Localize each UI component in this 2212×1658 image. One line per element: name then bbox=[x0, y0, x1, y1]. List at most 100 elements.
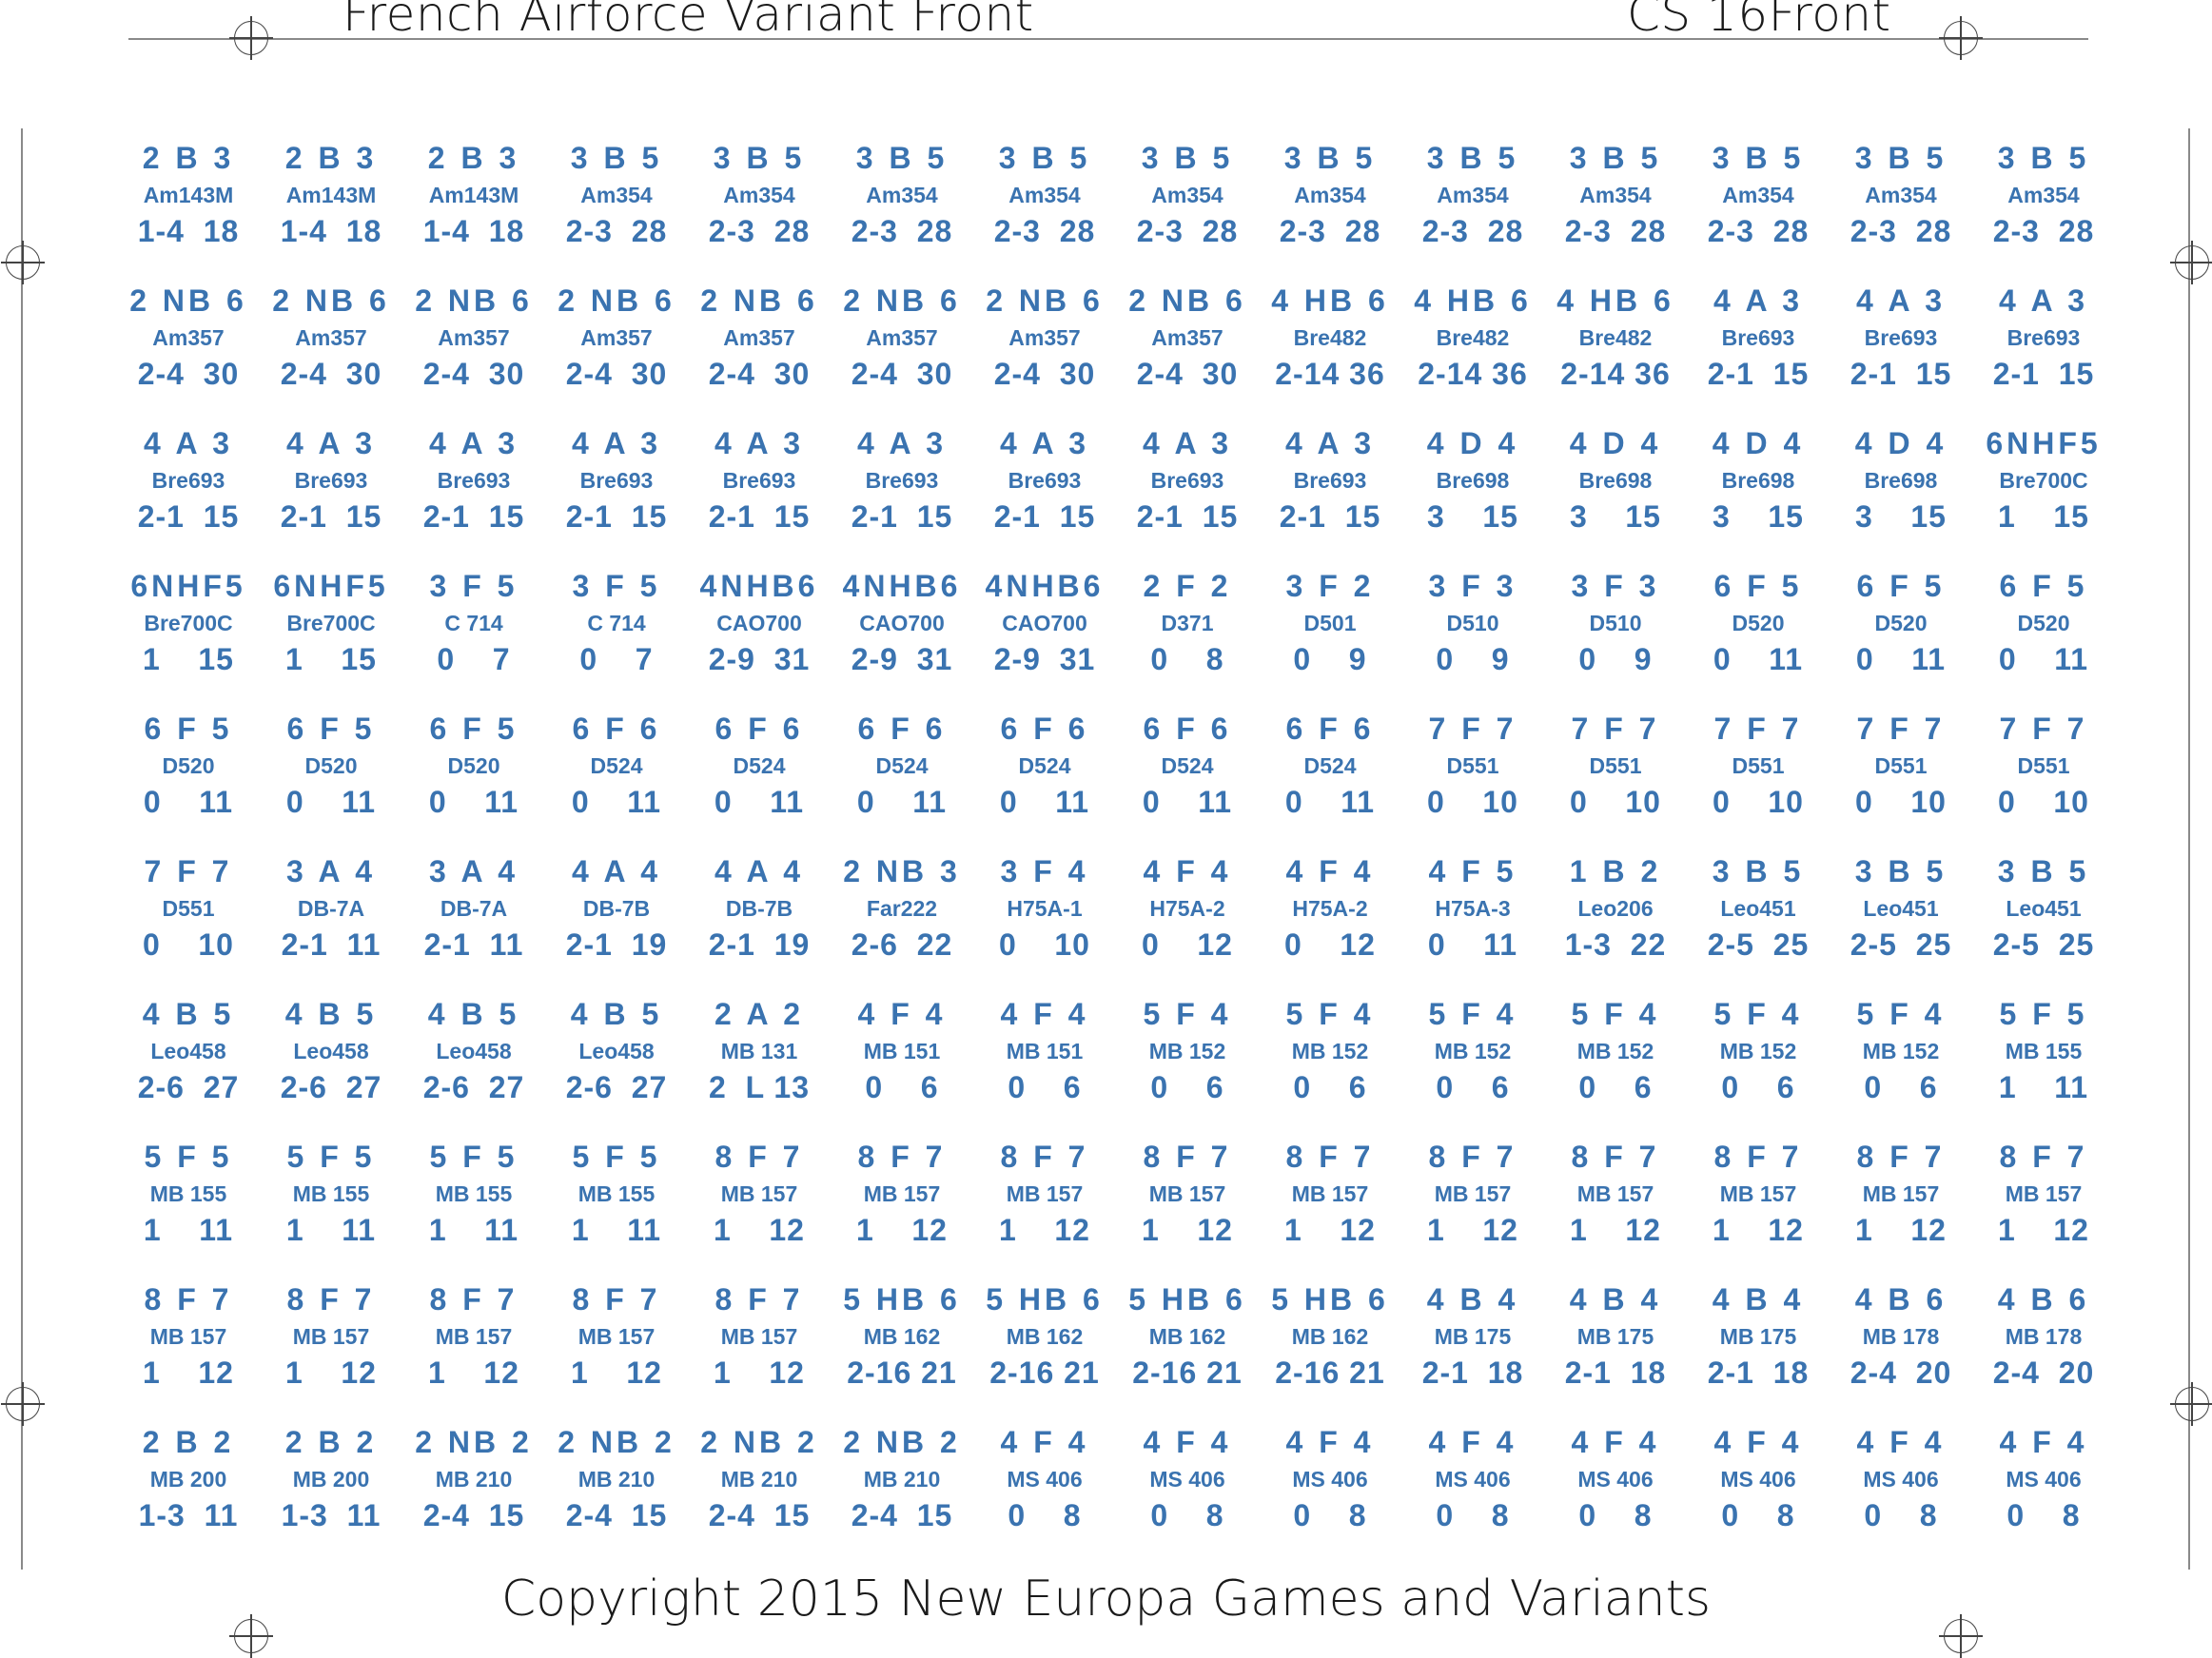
counter-aircraft-model: MB 157 bbox=[1148, 1181, 1226, 1206]
unit-counter: 5 F 5 MB 155 1 11 bbox=[545, 1134, 688, 1277]
counter-stats-top: 4NHB6 bbox=[699, 569, 819, 603]
counter-aircraft-model: Leo451 bbox=[1863, 896, 1939, 921]
counter-stats-bottom: 0 8 bbox=[1293, 1498, 1367, 1532]
counter-stats-bottom: 0 11 bbox=[428, 785, 519, 819]
counter-stats-bottom: 2-3 28 bbox=[851, 214, 953, 248]
counter-stats-bottom: 2-4 30 bbox=[851, 357, 953, 391]
counter-aircraft-model: MB 175 bbox=[1434, 1324, 1512, 1349]
counter-stats-top: 3 B 5 bbox=[1569, 141, 1662, 175]
unit-counter: 2 NB 6 Am357 2-4 30 bbox=[545, 278, 688, 420]
counter-stats-bottom: 0 11 bbox=[571, 785, 662, 819]
counter-stats-top: 6 F 6 bbox=[1143, 712, 1232, 746]
counter-aircraft-model: MS 406 bbox=[1007, 1467, 1083, 1492]
unit-counter: 2 NB 2 MB 210 2-4 15 bbox=[545, 1419, 688, 1562]
counter-stats-top: 6 F 5 bbox=[144, 712, 233, 746]
counter-aircraft-model: MS 406 bbox=[1149, 1467, 1225, 1492]
counter-stats-bottom: 2-3 28 bbox=[993, 214, 1096, 248]
counter-stats-bottom: 0 7 bbox=[437, 642, 511, 676]
counter-stats-bottom: 1 12 bbox=[714, 1213, 805, 1247]
counter-stats-bottom: 0 9 bbox=[1578, 642, 1653, 676]
unit-counter: 6 F 5 D520 0 11 bbox=[260, 706, 402, 849]
counter-stats-bottom: 2-6 27 bbox=[137, 1070, 240, 1104]
counter-stats-bottom: 0 9 bbox=[1293, 642, 1367, 676]
counter-stats-bottom: 2-4 30 bbox=[137, 357, 240, 391]
counter-stats-top: 2 NB 2 bbox=[700, 1425, 818, 1459]
counter-stats-top: 4 B 6 bbox=[1854, 1282, 1948, 1317]
counter-stats-top: 2 NB 6 bbox=[700, 283, 818, 318]
counter-stats-top: 5 F 5 bbox=[144, 1140, 233, 1174]
counter-aircraft-model: Am357 bbox=[152, 325, 225, 350]
unit-counter: 3 F 5 C 714 0 7 bbox=[402, 563, 545, 706]
counter-stats-bottom: 2-5 25 bbox=[1850, 927, 1952, 962]
counter-aircraft-model: Am354 bbox=[1151, 183, 1223, 207]
counter-stats-top: 1 B 2 bbox=[1569, 854, 1662, 888]
counter-stats-top: 8 F 7 bbox=[1285, 1140, 1375, 1174]
counter-stats-bottom: 1 12 bbox=[1713, 1213, 1804, 1247]
counter-stats-bottom: 0 6 bbox=[1578, 1070, 1653, 1104]
counter-stats-bottom: 2-4 30 bbox=[565, 357, 668, 391]
counter-stats-bottom: 0 7 bbox=[579, 642, 654, 676]
unit-counter: 6 F 5 D520 0 11 bbox=[1830, 563, 1972, 706]
unit-counter: 6 F 6 D524 0 11 bbox=[831, 706, 973, 849]
unit-counter: 6NHF5 Bre700C 1 15 bbox=[1972, 420, 2115, 563]
counter-aircraft-model: D524 bbox=[1018, 753, 1071, 778]
counter-stats-top: 2 NB 6 bbox=[986, 283, 1104, 318]
counter-aircraft-model: D524 bbox=[875, 753, 929, 778]
unit-counter: 3 B 5 Am354 2-3 28 bbox=[545, 135, 688, 278]
counter-aircraft-model: C 714 bbox=[587, 611, 646, 635]
counter-stats-top: 4 F 4 bbox=[1285, 854, 1375, 888]
unit-counter: 4 B 5 Leo458 2-6 27 bbox=[117, 991, 260, 1134]
unit-counter: 8 F 7 MB 157 1 12 bbox=[1116, 1134, 1259, 1277]
unit-counter: 4 A 3 Bre693 2-1 15 bbox=[1116, 420, 1259, 563]
counter-aircraft-model: Leo451 bbox=[2006, 896, 2082, 921]
unit-counter: 5 F 4 MB 152 0 6 bbox=[1544, 991, 1687, 1134]
counter-aircraft-model: Am354 bbox=[1722, 183, 1794, 207]
unit-counter: 2 NB 6 Am357 2-4 30 bbox=[402, 278, 545, 420]
unit-counter: 7 F 7 D551 0 10 bbox=[1687, 706, 1830, 849]
unit-counter: 4 F 4 MS 406 0 8 bbox=[1830, 1419, 1972, 1562]
counter-aircraft-model: Leo458 bbox=[150, 1039, 226, 1063]
unit-counter: 7 F 7 D551 0 10 bbox=[1830, 706, 1972, 849]
unit-counter: 4 A 3 Bre693 2-1 15 bbox=[688, 420, 831, 563]
counter-stats-bottom: 2-4 15 bbox=[565, 1498, 668, 1532]
counter-stats-bottom: 0 6 bbox=[1008, 1070, 1082, 1104]
unit-counter: 4 B 5 Leo458 2-6 27 bbox=[545, 991, 688, 1134]
counter-stats-top: 3 B 5 bbox=[570, 141, 663, 175]
counter-stats-bottom: 1 12 bbox=[714, 1356, 805, 1390]
counter-aircraft-model: D501 bbox=[1303, 611, 1357, 635]
counter-stats-bottom: 2-14 36 bbox=[1275, 357, 1385, 391]
unit-counter: 8 F 7 MB 157 1 12 bbox=[1830, 1134, 1972, 1277]
counter-aircraft-model: Bre482 bbox=[1436, 325, 1510, 350]
counter-stats-bottom: 0 6 bbox=[865, 1070, 939, 1104]
counter-stats-top: 2 B 2 bbox=[284, 1425, 378, 1459]
counter-stats-bottom: 1 12 bbox=[999, 1213, 1090, 1247]
unit-counter: 5 HB 6 MB 162 2-16 21 bbox=[973, 1277, 1116, 1419]
counter-stats-top: 6 F 6 bbox=[714, 712, 804, 746]
unit-counter: 8 F 7 MB 157 1 12 bbox=[1544, 1134, 1687, 1277]
unit-counter: 3 B 5 Leo451 2-5 25 bbox=[1687, 849, 1830, 991]
counter-aircraft-model: CAO700 bbox=[716, 611, 802, 635]
counter-stats-top: 8 F 7 bbox=[1000, 1140, 1089, 1174]
counter-aircraft-model: Bre698 bbox=[1864, 468, 1938, 493]
counter-aircraft-model: Bre693 bbox=[1008, 468, 1082, 493]
unit-counter: 4 F 4 MB 151 0 6 bbox=[831, 991, 973, 1134]
unit-counter: 8 F 7 MB 157 1 12 bbox=[545, 1277, 688, 1419]
counter-stats-top: 4 A 3 bbox=[571, 426, 662, 460]
counter-aircraft-model: MB 200 bbox=[292, 1467, 370, 1492]
unit-counter: 3 F 3 D510 0 9 bbox=[1544, 563, 1687, 706]
counter-stats-bottom: 1 12 bbox=[1284, 1213, 1376, 1247]
unit-counter: 4 F 4 MS 406 0 8 bbox=[1259, 1419, 1401, 1562]
counter-aircraft-model: Am354 bbox=[866, 183, 938, 207]
unit-counter: 8 F 7 MB 157 1 12 bbox=[1259, 1134, 1401, 1277]
counter-stats-top: 2 NB 6 bbox=[129, 283, 247, 318]
counter-aircraft-model: Am354 bbox=[1437, 183, 1509, 207]
counter-stats-top: 4 F 4 bbox=[1428, 1425, 1517, 1459]
counter-stats-top: 4 B 5 bbox=[284, 997, 378, 1031]
counter-aircraft-model: MB 157 bbox=[577, 1324, 656, 1349]
unit-counter: 3 B 5 Am354 2-3 28 bbox=[1972, 135, 2115, 278]
counter-stats-top: 4 B 6 bbox=[1997, 1282, 2090, 1317]
counter-aircraft-model: MB 200 bbox=[149, 1467, 227, 1492]
counter-aircraft-model: MB 152 bbox=[1434, 1039, 1512, 1063]
unit-counter: 5 F 4 MB 152 0 6 bbox=[1259, 991, 1401, 1134]
counter-stats-bottom: 1 12 bbox=[1427, 1213, 1518, 1247]
